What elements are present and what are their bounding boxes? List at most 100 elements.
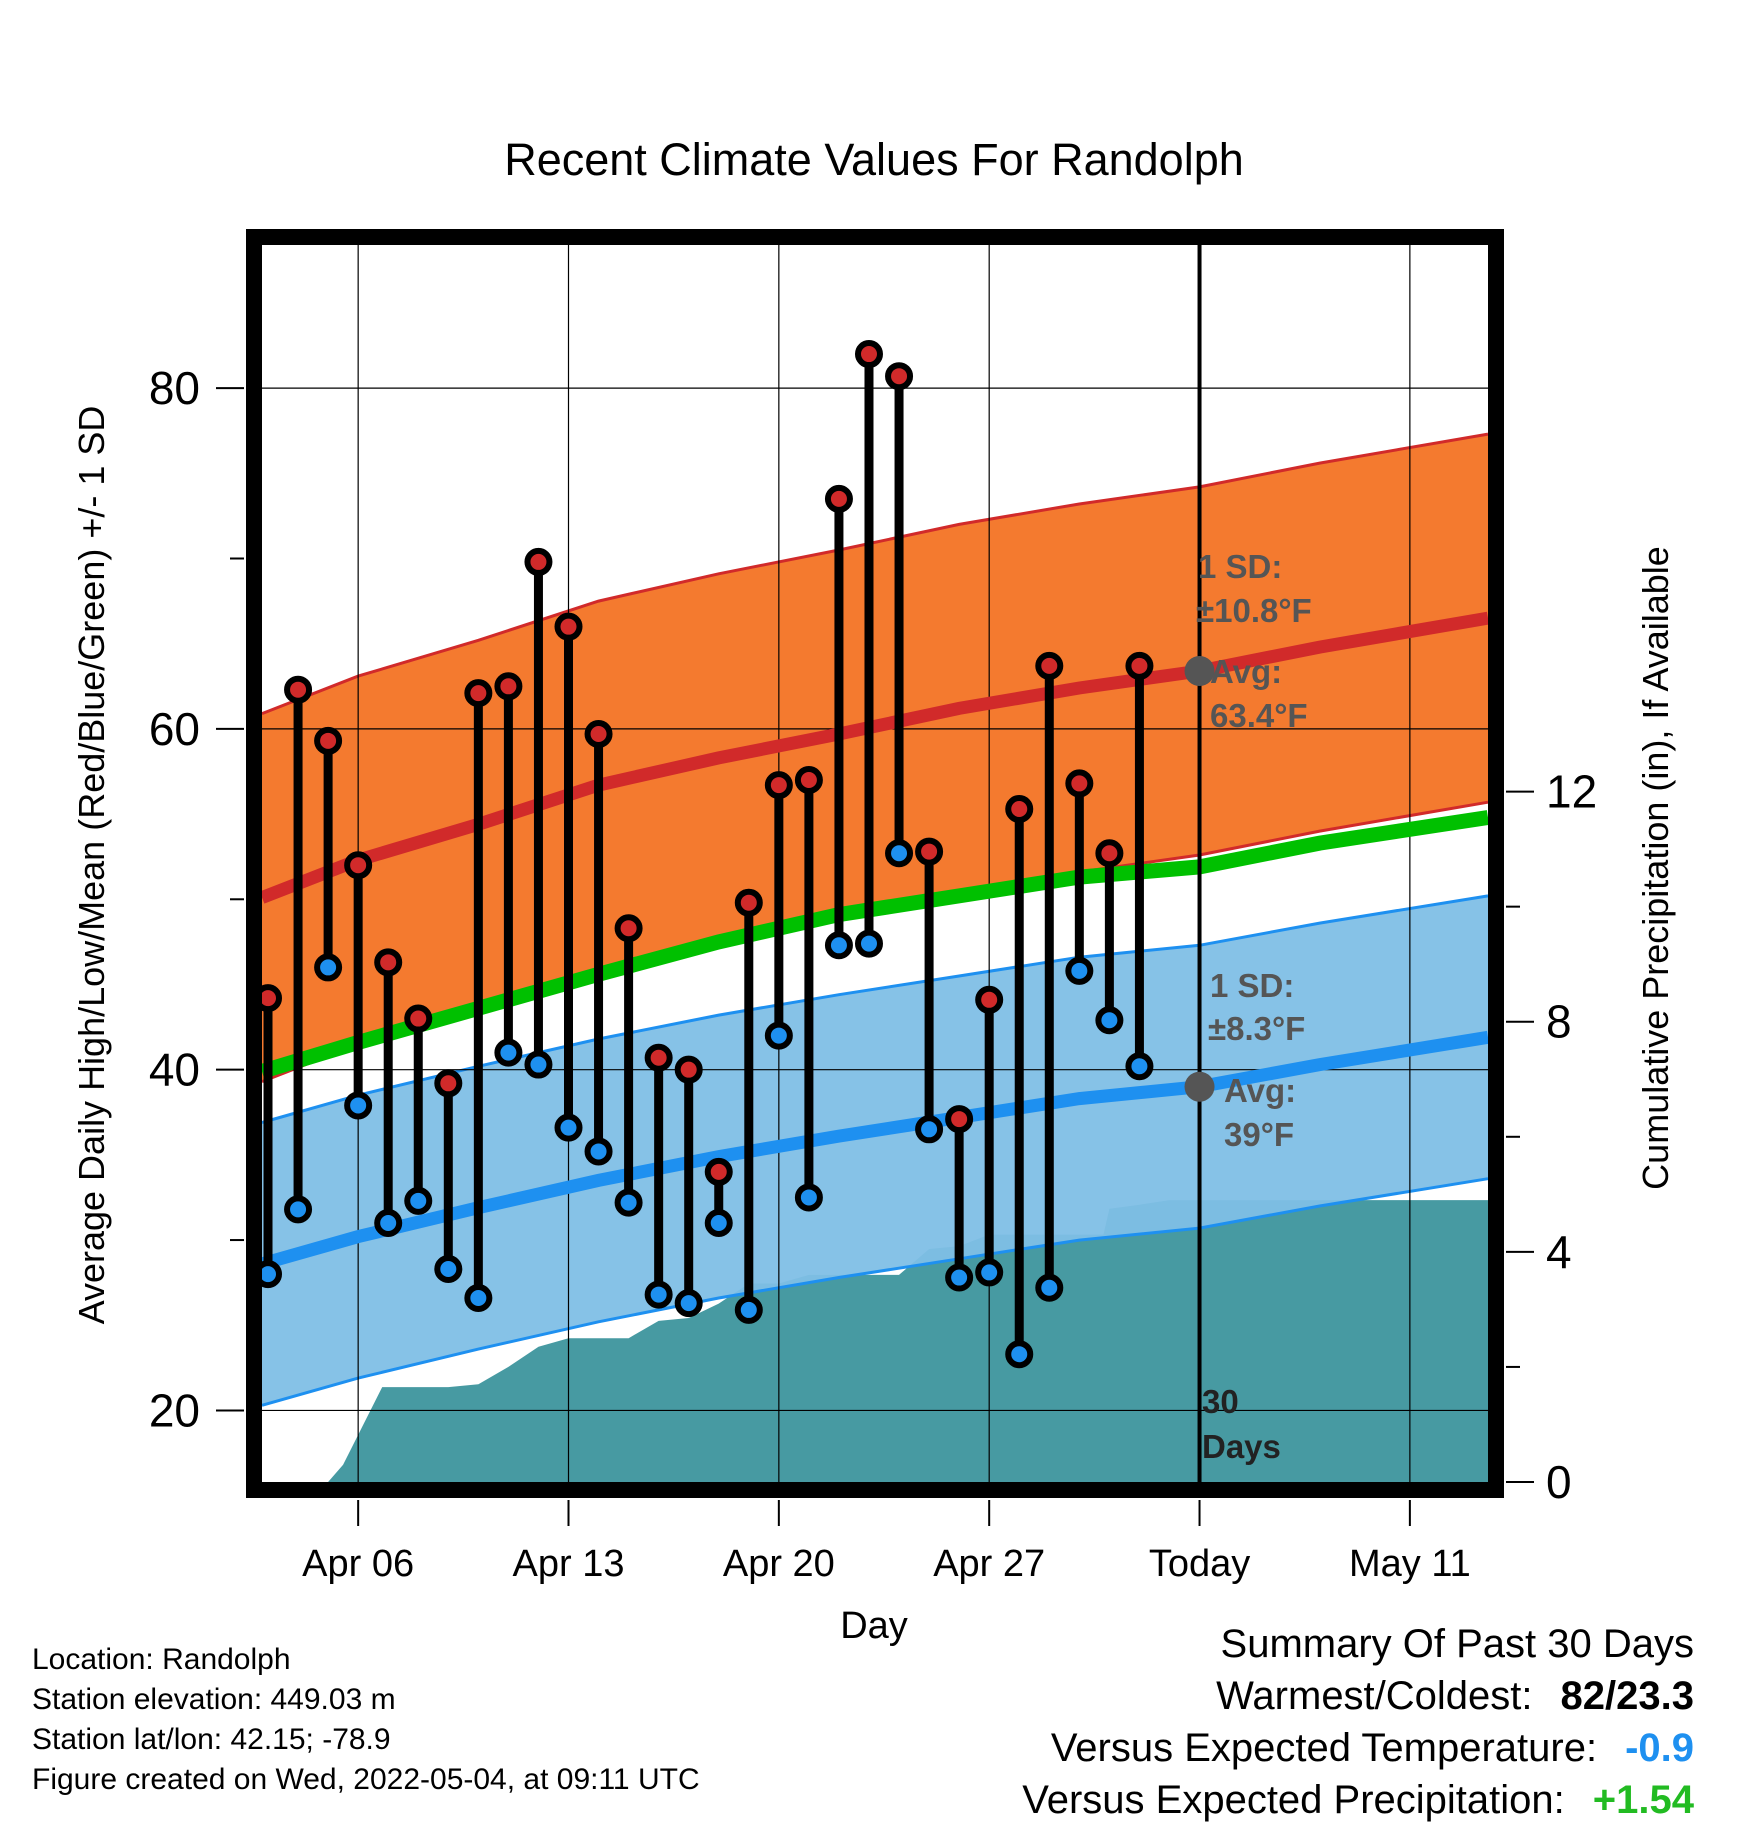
daily-low-point bbox=[945, 1263, 974, 1292]
daily-low-point bbox=[404, 1186, 433, 1215]
daily-high-point bbox=[404, 1004, 433, 1033]
daily-low-point bbox=[734, 1295, 763, 1324]
daily-high-point bbox=[1125, 651, 1154, 680]
high-sd-label: 1 SD: bbox=[1198, 548, 1282, 585]
latlon-text: Station lat/lon: 42.15; -78.9 bbox=[32, 1723, 391, 1756]
daily-high-point bbox=[794, 766, 823, 795]
high-avg-value: 63.4°F bbox=[1210, 697, 1308, 734]
daily-high-point bbox=[674, 1055, 703, 1084]
warm-cold-value: 82/23.3 bbox=[1560, 1674, 1694, 1718]
daily-high-point bbox=[1005, 794, 1034, 823]
x-tick-label: Apr 06 bbox=[302, 1543, 414, 1585]
daily-low-point bbox=[1125, 1052, 1154, 1081]
daily-high-point bbox=[314, 726, 343, 755]
daily-high-point bbox=[644, 1043, 673, 1072]
daily-high-point bbox=[284, 675, 313, 704]
daily-high-point bbox=[885, 362, 914, 391]
daily-high-point bbox=[1065, 769, 1094, 798]
daily-low-point bbox=[284, 1195, 313, 1224]
daily-low-point bbox=[1005, 1340, 1034, 1369]
daily-low-point bbox=[644, 1280, 673, 1309]
daily-low-point bbox=[464, 1283, 493, 1312]
daily-high-point bbox=[915, 837, 944, 866]
plot-frame bbox=[246, 229, 1504, 1498]
daily-low-point bbox=[794, 1183, 823, 1212]
today-high-avg-marker bbox=[1184, 655, 1215, 686]
daily-low-point bbox=[1095, 1006, 1124, 1035]
daily-low-point bbox=[614, 1188, 643, 1217]
daily-high-point bbox=[704, 1157, 733, 1186]
daily-low-point bbox=[1065, 956, 1094, 985]
daily-high-point bbox=[584, 720, 613, 749]
summary-row-precip: Versus Expected Precipitation: +1.54 bbox=[1022, 1774, 1694, 1826]
y2-axis-label: Cumulative Precipitation (in), If Availa… bbox=[1635, 546, 1676, 1190]
low-avg-label: Avg: bbox=[1224, 1072, 1296, 1109]
daily-low-point bbox=[314, 953, 343, 982]
x-tick-label: Apr 13 bbox=[513, 1543, 625, 1585]
y-tick-label: 80 bbox=[149, 362, 200, 414]
y2-tick-label: 4 bbox=[1546, 1226, 1572, 1278]
daily-high-point bbox=[1095, 839, 1124, 868]
daily-low-point bbox=[704, 1209, 733, 1238]
daily-low-point bbox=[975, 1258, 1004, 1287]
daily-high-point bbox=[854, 340, 883, 369]
y2-tick-label: 8 bbox=[1546, 996, 1572, 1048]
daily-low-point bbox=[915, 1115, 944, 1144]
y-tick-label: 60 bbox=[149, 703, 200, 755]
x-axis-label: Day bbox=[840, 1605, 908, 1647]
y-axis-label: Average Daily High/Low/Mean (Red/Blue/Gr… bbox=[71, 406, 112, 1325]
elevation-text: Station elevation: 449.03 m bbox=[32, 1683, 396, 1716]
high-sd-value: ±10.8°F bbox=[1196, 592, 1312, 629]
normal-low-line bbox=[260, 1030, 1490, 1271]
y2-tick-label: 0 bbox=[1546, 1456, 1572, 1508]
daily-high-point bbox=[734, 888, 763, 917]
today-low-avg-marker bbox=[1184, 1071, 1215, 1102]
daily-low-point bbox=[1035, 1273, 1064, 1302]
plot-area bbox=[254, 245, 1490, 1482]
low-band-lower-edge bbox=[261, 1177, 1489, 1407]
y2-tick-label: 12 bbox=[1546, 766, 1597, 818]
y-tick-label: 40 bbox=[149, 1044, 200, 1096]
daily-high-point bbox=[1035, 651, 1064, 680]
x-tick-label: Apr 20 bbox=[723, 1543, 835, 1585]
daily-low-point bbox=[434, 1255, 463, 1284]
chart-title: Recent Climate Values For Randolph bbox=[504, 134, 1244, 185]
summary-panel: Summary Of Past 30 Days Warmest/Coldest:… bbox=[1022, 1618, 1694, 1826]
daily-high-point bbox=[554, 612, 583, 641]
high-avg-label: Avg: bbox=[1210, 653, 1282, 690]
daily-low-point bbox=[824, 931, 853, 960]
low-avg-value: 39°F bbox=[1224, 1116, 1294, 1153]
daily-low-point bbox=[584, 1137, 613, 1166]
daily-low-point bbox=[524, 1050, 553, 1079]
daily-high-point bbox=[344, 851, 373, 880]
x-tick-label: Today bbox=[1149, 1543, 1250, 1585]
x-tick-label: May 11 bbox=[1349, 1543, 1471, 1585]
precip-dev-label: Versus Expected Precipitation: bbox=[1022, 1778, 1565, 1822]
daily-high-point bbox=[824, 484, 853, 513]
daily-high-point bbox=[494, 672, 523, 701]
warm-cold-label: Warmest/Coldest: bbox=[1216, 1674, 1533, 1718]
daily-low-point bbox=[885, 839, 914, 868]
daily-low-point bbox=[494, 1038, 523, 1067]
daily-high-point bbox=[434, 1069, 463, 1098]
days-label-line1: 30 bbox=[1202, 1383, 1239, 1420]
low-sd-label: 1 SD: bbox=[1210, 967, 1294, 1004]
summary-row-temp: Versus Expected Temperature: -0.9 bbox=[1022, 1722, 1694, 1774]
daily-high-point bbox=[764, 771, 793, 800]
daily-low-point bbox=[764, 1021, 793, 1050]
summary-row-warm-cold: Warmest/Coldest: 82/23.3 bbox=[1022, 1670, 1694, 1722]
station-info: Location: Randolph Station elevation: 44… bbox=[32, 1640, 700, 1800]
temp-dev-value: -0.9 bbox=[1625, 1726, 1694, 1770]
created-text: Figure created on Wed, 2022-05-04, at 09… bbox=[32, 1763, 700, 1796]
daily-low-point bbox=[344, 1091, 373, 1120]
daily-high-point bbox=[464, 679, 493, 708]
daily-high-point bbox=[614, 914, 643, 943]
x-tick-label: Apr 27 bbox=[933, 1543, 1045, 1585]
days-label-line2: Days bbox=[1202, 1428, 1281, 1465]
summary-heading: Summary Of Past 30 Days bbox=[1220, 1622, 1694, 1666]
daily-low-point bbox=[674, 1289, 703, 1318]
low-sd-value: ±8.3°F bbox=[1208, 1010, 1305, 1047]
daily-high-point bbox=[374, 948, 403, 977]
location-text: Location: Randolph bbox=[32, 1643, 291, 1676]
daily-low-point bbox=[554, 1113, 583, 1142]
